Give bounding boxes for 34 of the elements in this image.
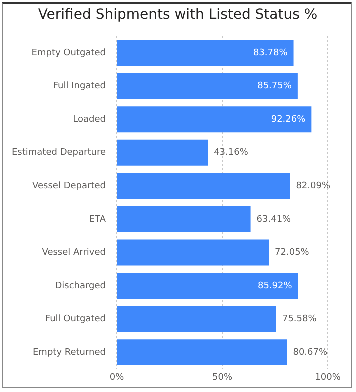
y-tick-label: Full Ingated (53, 82, 106, 92)
bar (117, 40, 294, 66)
bar (117, 206, 251, 232)
data-label: 83.78% (253, 48, 288, 58)
y-tick-label: Empty Outgated (32, 48, 106, 58)
data-label: 85.75% (258, 82, 292, 92)
y-tick-label: Full Outgated (45, 314, 106, 325)
data-label: 63.41% (256, 214, 292, 225)
bar (117, 173, 290, 200)
y-tick-label: Empty Returned (32, 348, 106, 358)
data-label: 85.92% (258, 281, 293, 292)
x-tick-label: 50% (212, 372, 233, 383)
data-label: 92.26% (271, 114, 306, 125)
y-tick-label: Loaded (73, 114, 106, 125)
data-label: 80.67% (293, 348, 328, 358)
data-label: 82.09% (296, 182, 331, 192)
bar (117, 240, 270, 266)
bar (117, 106, 312, 133)
x-tick-label: 100% (315, 372, 342, 383)
x-tick-label: 0% (110, 372, 125, 383)
bar (117, 306, 276, 332)
bar (117, 340, 288, 366)
bar (117, 273, 298, 299)
y-tick-label: Vessel Departed (32, 182, 106, 192)
bar (117, 73, 298, 100)
data-label: 75.58% (282, 314, 318, 325)
y-tick-label: ETA (89, 214, 107, 225)
data-label: 72.05% (275, 248, 310, 258)
bar (117, 140, 208, 166)
data-label: 43.16% (214, 148, 249, 158)
y-tick-label: Vessel Arrived (42, 248, 106, 258)
y-tick-label: Discharged (55, 281, 106, 292)
chart-title: Verified Shipments with Listed Status % (37, 7, 319, 23)
y-tick-label: Estimated Departure (12, 148, 106, 158)
